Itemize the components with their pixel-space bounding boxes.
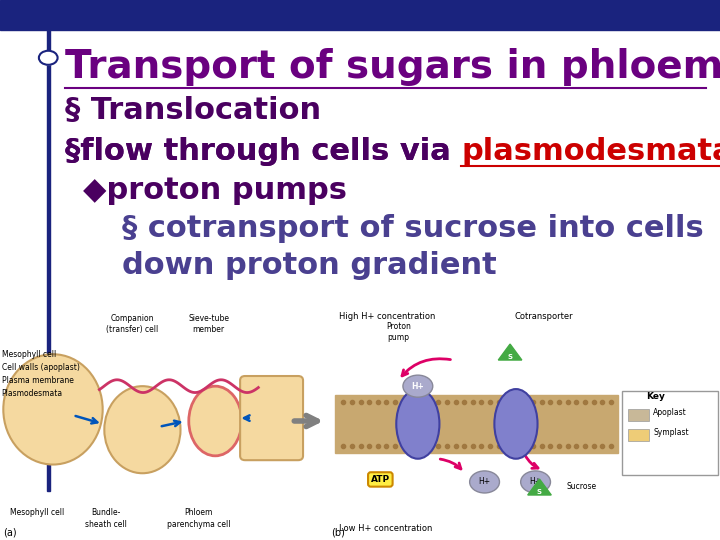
Text: Mesophyll cell: Mesophyll cell (10, 508, 64, 517)
Text: down proton gradient: down proton gradient (122, 251, 497, 280)
Text: § Translocation: § Translocation (65, 96, 321, 125)
Circle shape (403, 375, 433, 397)
Text: Plasmodesmata: Plasmodesmata (1, 389, 63, 399)
Ellipse shape (495, 389, 538, 459)
Ellipse shape (4, 354, 103, 464)
Text: S: S (508, 354, 513, 360)
Text: ATP: ATP (371, 475, 390, 484)
Text: Apoplast: Apoplast (653, 408, 687, 417)
Text: Sieve-tube: Sieve-tube (188, 314, 229, 323)
Text: High H+ concentration: High H+ concentration (339, 313, 436, 321)
Text: (b): (b) (331, 528, 346, 537)
FancyBboxPatch shape (240, 376, 303, 460)
Circle shape (521, 471, 551, 493)
Circle shape (469, 471, 500, 493)
Text: Plasma membrane: Plasma membrane (1, 376, 73, 385)
Bar (336, 395, 618, 453)
Text: (transfer) cell: (transfer) cell (107, 326, 158, 334)
Text: Key: Key (646, 392, 665, 401)
Text: Sucrose: Sucrose (567, 482, 597, 491)
Circle shape (39, 51, 58, 65)
Text: §flow through cells via: §flow through cells via (65, 137, 462, 166)
Text: Transport of sugars in phloem: Transport of sugars in phloem (65, 49, 720, 86)
Bar (628, 429, 649, 441)
Text: Symplast: Symplast (653, 428, 689, 437)
Text: H+: H+ (411, 382, 424, 390)
Polygon shape (498, 344, 522, 360)
Text: Mesophyll cell: Mesophyll cell (1, 350, 56, 359)
Text: §flow through cells via: §flow through cells via (65, 137, 462, 166)
Text: Bundle-: Bundle- (91, 508, 121, 517)
Text: Phloem: Phloem (184, 508, 213, 517)
Text: Cell walls (apoplast): Cell walls (apoplast) (1, 363, 79, 372)
Text: plasmodesmata: plasmodesmata (462, 137, 720, 166)
Text: H+: H+ (479, 477, 490, 487)
Text: sheath cell: sheath cell (85, 520, 127, 529)
Text: H+: H+ (529, 477, 541, 487)
Text: Companion: Companion (111, 314, 154, 323)
FancyBboxPatch shape (622, 390, 718, 475)
Ellipse shape (189, 386, 242, 456)
Bar (628, 409, 649, 421)
Ellipse shape (396, 389, 439, 459)
Text: Low H+ concentration: Low H+ concentration (339, 524, 433, 534)
Text: Proton
pump: Proton pump (386, 322, 410, 342)
Text: (a): (a) (4, 528, 17, 537)
Ellipse shape (104, 386, 181, 473)
Bar (47, 22, 50, 491)
Text: Cotransporter: Cotransporter (514, 313, 572, 321)
Text: member: member (192, 326, 225, 334)
Bar (0, 0, 720, 30)
Text: § cotransport of sucrose into cells: § cotransport of sucrose into cells (122, 214, 704, 243)
Text: S: S (537, 489, 542, 495)
Text: ◆proton pumps: ◆proton pumps (83, 176, 347, 205)
Text: parenchyma cell: parenchyma cell (167, 520, 230, 529)
Polygon shape (528, 479, 552, 495)
